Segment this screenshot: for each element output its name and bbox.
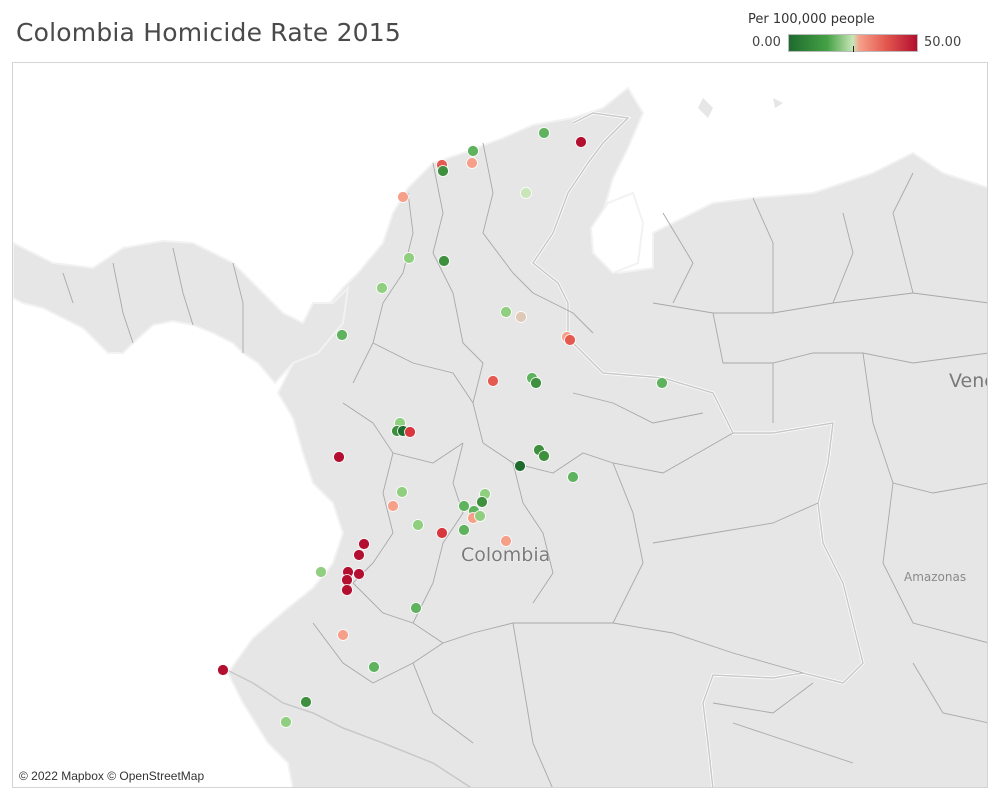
legend-max-label: 50.00 bbox=[924, 35, 962, 50]
marker[interactable] bbox=[353, 549, 365, 561]
marker[interactable] bbox=[368, 661, 380, 673]
marker[interactable] bbox=[538, 450, 550, 462]
marker[interactable] bbox=[476, 496, 488, 508]
marker[interactable] bbox=[341, 584, 353, 596]
marker[interactable] bbox=[515, 311, 527, 323]
marker[interactable] bbox=[466, 157, 478, 169]
markers bbox=[217, 127, 668, 728]
marker[interactable] bbox=[458, 500, 470, 512]
marker[interactable] bbox=[412, 519, 424, 531]
marker[interactable] bbox=[500, 535, 512, 547]
marker[interactable] bbox=[438, 255, 450, 267]
marker[interactable] bbox=[436, 527, 448, 539]
marker[interactable] bbox=[397, 191, 409, 203]
marker[interactable] bbox=[403, 252, 415, 264]
marker[interactable] bbox=[564, 334, 576, 346]
marker[interactable] bbox=[341, 574, 353, 586]
country-label: Colombia bbox=[461, 544, 550, 566]
legend-tick bbox=[853, 46, 854, 52]
marker[interactable] bbox=[538, 127, 550, 139]
marker[interactable] bbox=[530, 377, 542, 389]
neighbor-country-label: Vene bbox=[949, 370, 988, 392]
marker[interactable] bbox=[358, 538, 370, 550]
department-boundaries bbox=[62, 142, 987, 787]
color-legend: Per 100,000 people 0.00 50.00 bbox=[748, 10, 978, 58]
marker[interactable] bbox=[567, 471, 579, 483]
marker[interactable] bbox=[217, 664, 229, 676]
marker[interactable] bbox=[387, 500, 399, 512]
caribbean-island bbox=[698, 98, 713, 118]
page-title: Colombia Homicide Rate 2015 bbox=[16, 18, 402, 47]
marker[interactable] bbox=[336, 329, 348, 341]
marker[interactable] bbox=[353, 568, 365, 580]
marker[interactable] bbox=[500, 306, 512, 318]
marker[interactable] bbox=[437, 165, 449, 177]
panama-isthmus bbox=[13, 239, 350, 385]
marker[interactable] bbox=[333, 451, 345, 463]
marker[interactable] bbox=[467, 145, 479, 157]
region-label: Amazonas bbox=[904, 570, 966, 584]
marker[interactable] bbox=[458, 524, 470, 536]
marker[interactable] bbox=[315, 566, 327, 578]
marker[interactable] bbox=[300, 696, 312, 708]
lake-maracaibo bbox=[589, 191, 645, 275]
map-view[interactable]: Colombia Vene Amazonas bbox=[12, 62, 988, 788]
marker[interactable] bbox=[404, 426, 416, 438]
marker[interactable] bbox=[514, 460, 526, 472]
ecuador-border bbox=[222, 667, 472, 787]
legend-title: Per 100,000 people bbox=[748, 12, 875, 27]
marker[interactable] bbox=[396, 486, 408, 498]
map-attribution[interactable]: © 2022 Mapbox © OpenStreetMap bbox=[19, 769, 205, 783]
marker[interactable] bbox=[656, 377, 668, 389]
marker[interactable] bbox=[520, 187, 532, 199]
marker[interactable] bbox=[487, 375, 499, 387]
map-canvas[interactable]: Colombia Vene Amazonas bbox=[13, 63, 988, 788]
marker[interactable] bbox=[280, 716, 292, 728]
marker[interactable] bbox=[376, 282, 388, 294]
marker[interactable] bbox=[474, 510, 486, 522]
marker[interactable] bbox=[575, 136, 587, 148]
legend-min-label: 0.00 bbox=[752, 35, 781, 50]
caribbean-island bbox=[773, 98, 783, 108]
marker[interactable] bbox=[410, 602, 422, 614]
marker[interactable] bbox=[337, 629, 349, 641]
